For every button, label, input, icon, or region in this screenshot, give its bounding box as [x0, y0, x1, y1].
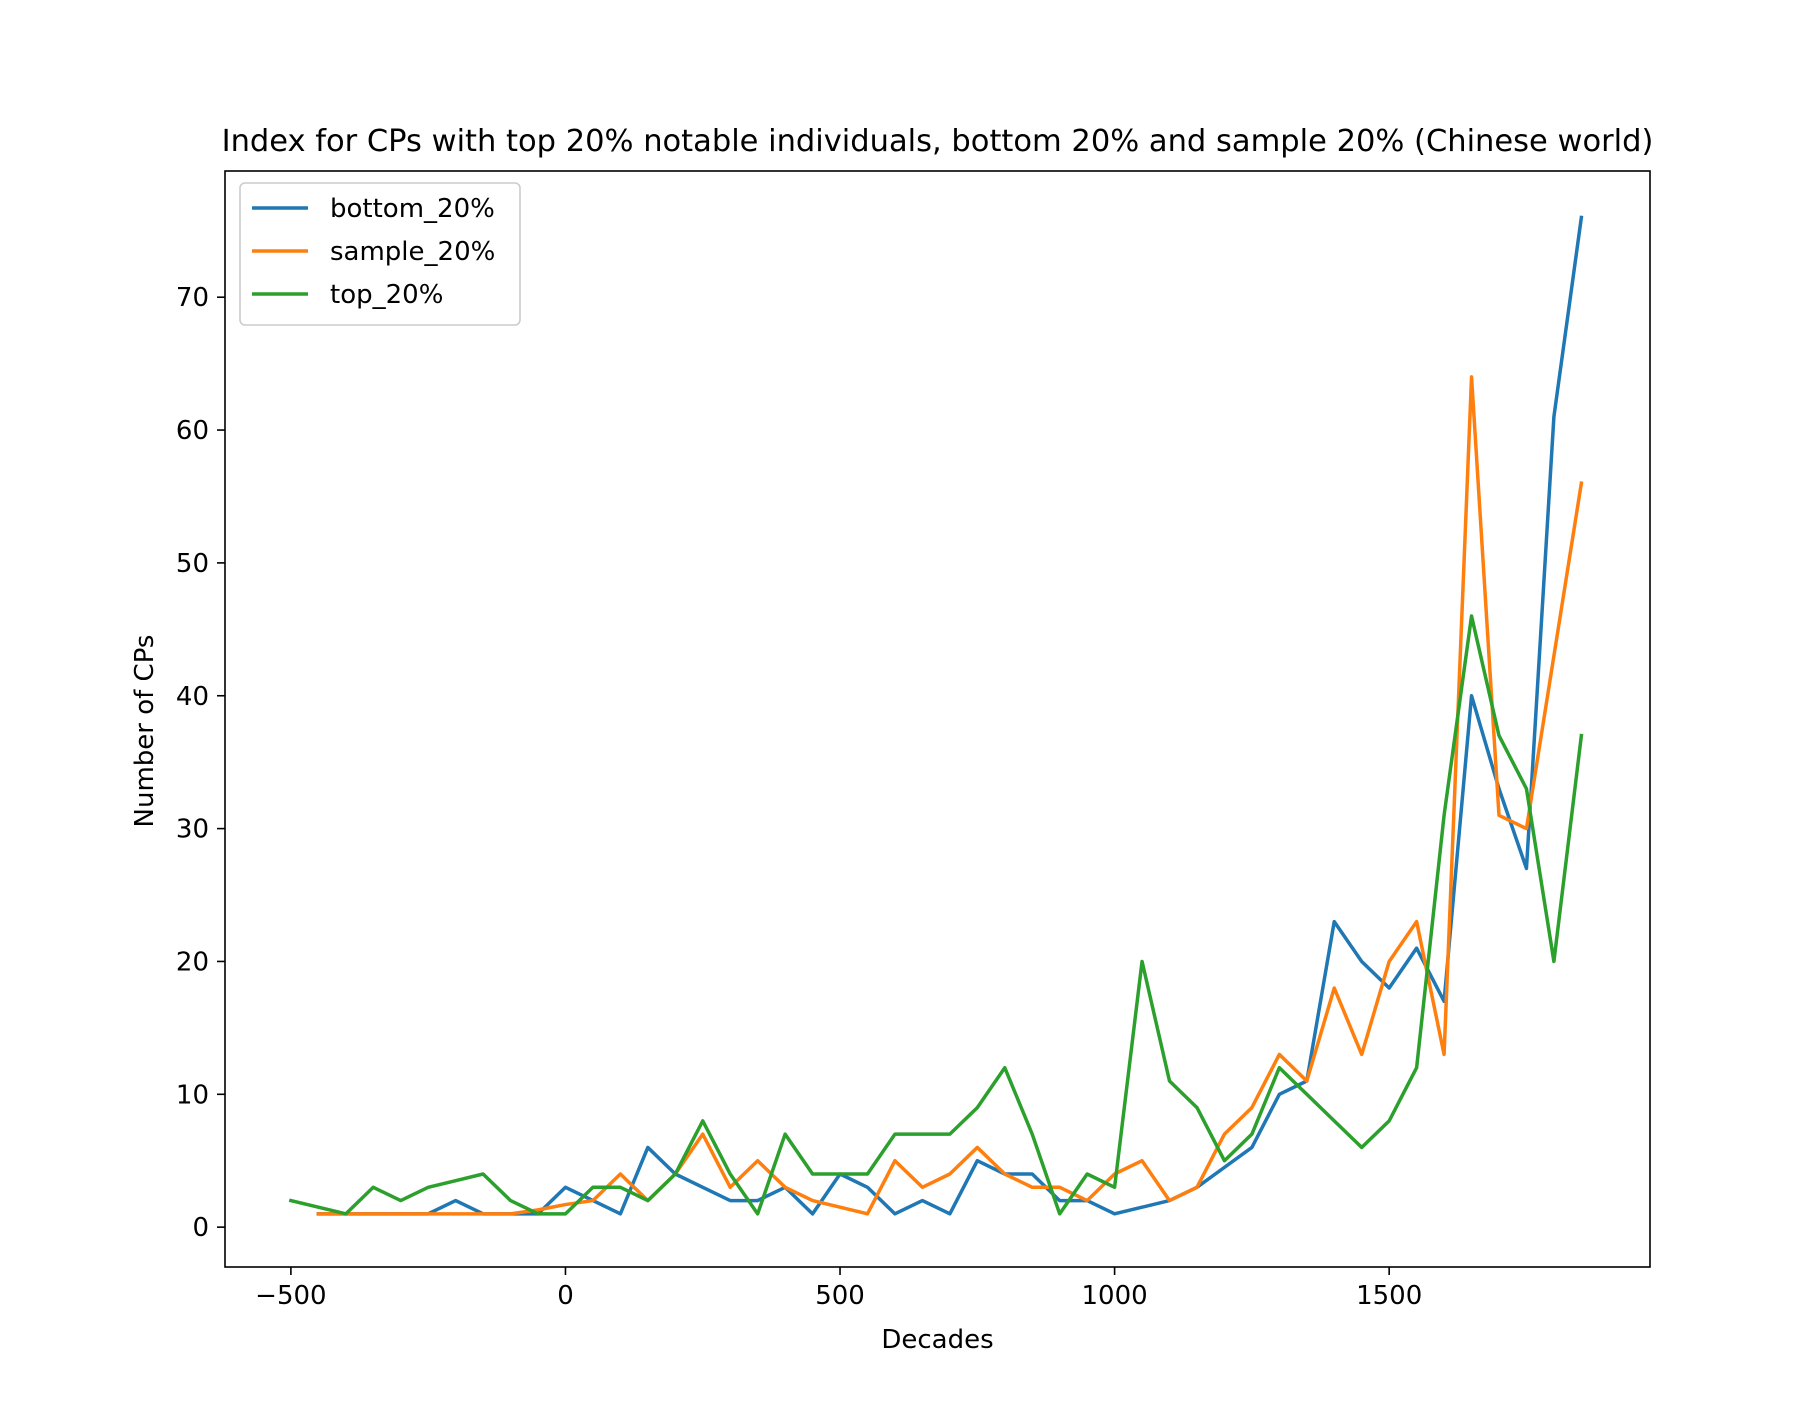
y-axis-label: Number of CPs — [130, 635, 160, 828]
series-line-bottom-20 — [316, 215, 1584, 1216]
y-tick-label: 10 — [176, 1080, 209, 1110]
x-axis-label: Decades — [881, 1325, 993, 1355]
axes-frame — [224, 170, 1651, 1268]
x-tick-label: 1500 — [1356, 1281, 1422, 1311]
legend-label: sample_20% — [330, 237, 495, 267]
chart-title: Index for CPs with top 20% notable indiv… — [222, 124, 1654, 159]
x-tick-label: −500 — [255, 1281, 326, 1311]
y-tick-label: 30 — [176, 815, 209, 845]
legend-label: top_20% — [330, 280, 443, 310]
y-tick-label: 50 — [176, 549, 209, 579]
y-tick-label: 60 — [176, 416, 209, 446]
legend-box — [239, 182, 521, 326]
y-tick-label: 20 — [176, 947, 209, 977]
y-tick-label: 70 — [176, 283, 209, 313]
legend: bottom_20% sample_20% top_20% — [239, 182, 521, 326]
legend-label: bottom_20% — [330, 194, 495, 224]
series-line-top-20 — [288, 614, 1584, 1216]
x-tick-label: 500 — [815, 1281, 865, 1311]
plot-area: −500 0 500 1000 1500 0 10 20 30 40 50 60 70 — [176, 170, 1651, 1311]
x-tick-label: 1000 — [1082, 1281, 1148, 1311]
x-tick-label: 0 — [557, 1281, 574, 1311]
y-tick-label: 40 — [176, 682, 209, 712]
y-tick-label: 0 — [192, 1213, 209, 1243]
